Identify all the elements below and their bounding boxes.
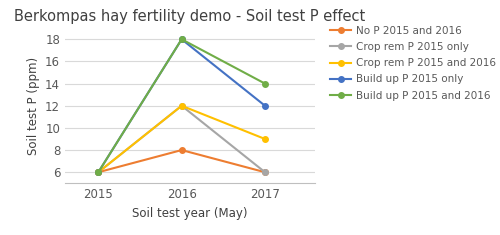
Crop rem P 2015 and 2016 (178, 104, 184, 107)
X-axis label: Soil test year (May): Soil test year (May) (132, 207, 248, 220)
Line: Crop rem P 2015 only: Crop rem P 2015 only (96, 103, 268, 175)
Legend: No P 2015 and 2016, Crop rem P 2015 only, Crop rem P 2015 and 2016, Build up P 2: No P 2015 and 2016, Crop rem P 2015 only… (330, 26, 496, 101)
No P 2015 and 2016 (262, 171, 268, 174)
No P 2015 and 2016 (178, 149, 184, 152)
Line: Build up P 2015 only: Build up P 2015 only (96, 36, 268, 175)
Build up P 2015 and 2016 (178, 38, 184, 41)
Crop rem P 2015 only (178, 104, 184, 107)
Crop rem P 2015 only (96, 171, 102, 174)
Build up P 2015 and 2016 (262, 82, 268, 85)
Y-axis label: Soil test P (ppm): Soil test P (ppm) (26, 57, 40, 155)
Crop rem P 2015 and 2016 (96, 171, 102, 174)
Crop rem P 2015 and 2016 (262, 137, 268, 140)
Build up P 2015 only (96, 171, 102, 174)
Build up P 2015 only (178, 38, 184, 41)
No P 2015 and 2016 (96, 171, 102, 174)
Line: No P 2015 and 2016: No P 2015 and 2016 (96, 147, 268, 175)
Line: Build up P 2015 and 2016: Build up P 2015 and 2016 (96, 36, 268, 175)
Line: Crop rem P 2015 and 2016: Crop rem P 2015 and 2016 (96, 103, 268, 175)
Build up P 2015 and 2016 (96, 171, 102, 174)
Title: Berkompas hay fertility demo - Soil test P effect: Berkompas hay fertility demo - Soil test… (14, 9, 366, 24)
Crop rem P 2015 only (262, 171, 268, 174)
Build up P 2015 only (262, 104, 268, 107)
